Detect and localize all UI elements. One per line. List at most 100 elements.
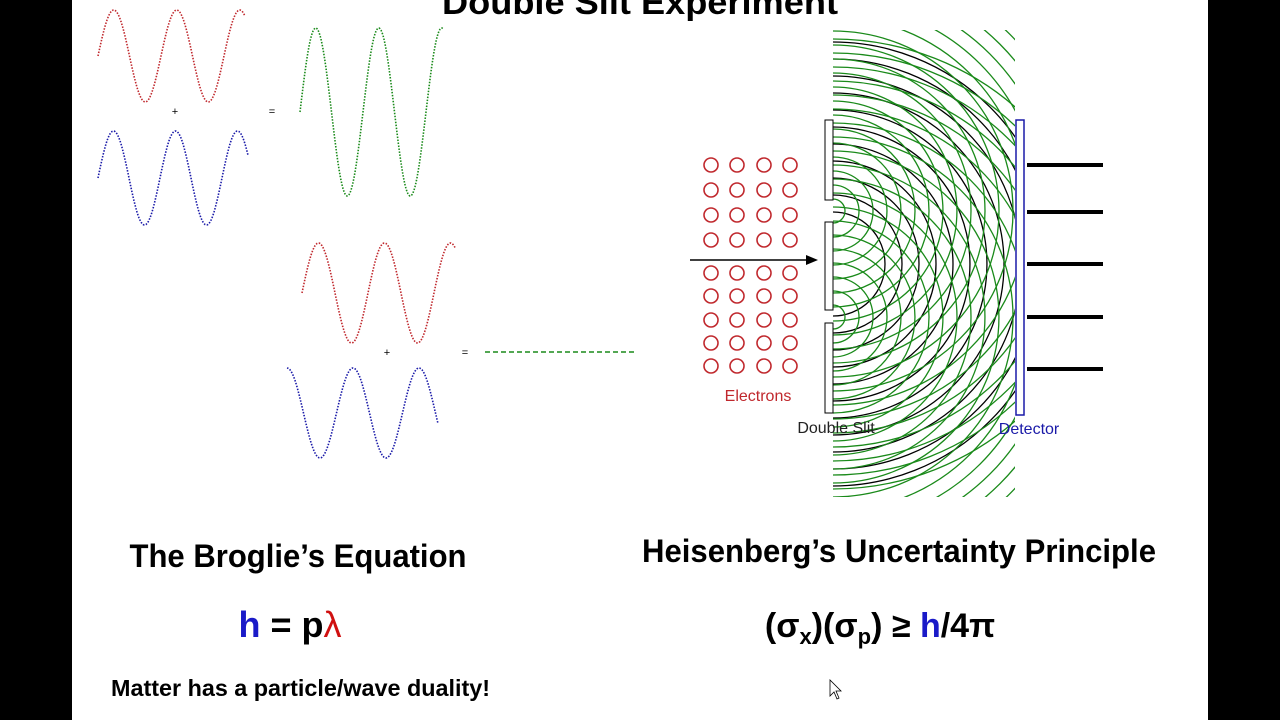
wave-arc [833,304,846,330]
electron [703,265,719,281]
eq-part: (σ [765,607,800,645]
plus-sign: + [384,347,390,359]
electron [703,207,719,223]
electron [703,288,719,304]
wave-arc [833,164,986,470]
electron [782,288,798,304]
wave-arc [833,128,916,294]
detector-label: Detector [999,421,1060,438]
sine-wave [299,27,444,197]
electrons-label: Electrons [725,388,792,405]
wave-arc [833,58,986,364]
wave-arc [833,194,903,334]
wave-arc [833,114,930,308]
electron [782,232,798,248]
eq-part: )(σ [812,607,858,645]
eq-subscript: x [799,624,812,649]
plus-sign: + [172,106,178,118]
sine-wave [301,242,456,344]
heisenberg-heading: Heisenberg’s Uncertainty Principle [642,533,1156,569]
wave-arc [833,262,888,372]
wave-arc [833,177,920,351]
sine-wave [97,130,249,226]
electron-grid [703,157,798,374]
wave-arc [833,234,916,400]
wave-arc [833,94,1015,497]
eq-subscript: p [858,624,871,649]
wave-arc [833,248,902,386]
eq-part: h [238,604,260,645]
wave-arc [833,108,1015,497]
electron [782,312,798,328]
electron [782,265,798,281]
wave-arc [833,178,972,456]
electron [756,232,772,248]
equals-sign: = [462,347,468,359]
electron [729,335,745,351]
electron [703,157,719,173]
electron [782,358,798,374]
wave-arc [833,220,930,414]
sine-wave [286,367,439,459]
sine-wave [97,9,246,103]
eq-part: /4π [941,607,995,645]
electron [782,182,798,198]
wave-arc [833,156,888,266]
electron [729,312,745,328]
wave-arc [833,66,1015,497]
wave-arc [833,58,1015,470]
eq-part: = p [260,604,323,645]
electron [756,288,772,304]
electron [703,335,719,351]
wave-arc [833,86,958,336]
electron [729,207,745,223]
eq-part: λ [324,604,342,645]
electron [703,182,719,198]
electron [756,358,772,374]
wave-arc [833,41,1015,487]
wave-arc [833,30,1015,406]
wave-arc [833,211,886,317]
wave-arc [833,192,958,442]
wave-arc [833,143,954,385]
wave-arc [833,170,874,252]
equals-sign: = [269,106,275,118]
eq-part: h [920,607,941,645]
electron [756,157,772,173]
wave-arc [833,72,972,350]
wave-arc [833,30,1015,448]
electron [756,207,772,223]
wave-arc [833,206,944,428]
mouse-cursor [829,679,842,700]
wave-arc [833,38,1015,108]
slit-label: Double Slit [797,420,875,437]
electron [729,157,745,173]
electron [756,265,772,281]
slit-barrier [824,322,834,414]
slit-barrier [824,221,834,311]
electron [729,288,745,304]
wave-arc [833,122,1015,497]
wave-arc [833,126,971,402]
wave-group [97,9,456,459]
electron [729,265,745,281]
wave-arc [833,420,1015,490]
wave-arc [833,184,860,238]
arrow-head [806,255,818,265]
wave-arc [833,276,874,358]
electron [703,232,719,248]
wave-arc [833,30,1015,434]
wave-arc [833,198,846,224]
interference-arcs [833,30,1015,497]
electron [703,312,719,328]
electron [729,232,745,248]
electron [782,335,798,351]
heisenberg-equation: (σx)(σp) ≥ h/4π [765,607,995,649]
wave-arc [833,30,1015,420]
footer-note: Matter has a particle/wave duality! [111,675,490,701]
wave-arc [833,142,902,280]
electron [782,207,798,223]
eq-part: ) ≥ [871,607,920,645]
